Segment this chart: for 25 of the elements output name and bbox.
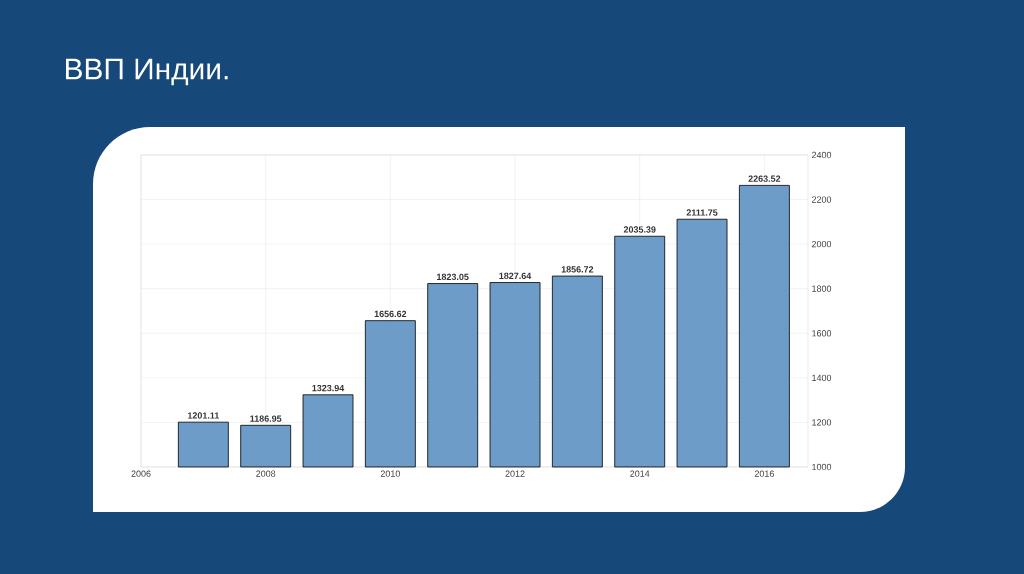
x-tick-label: 2006 xyxy=(131,470,151,477)
data-label: 1201.11 xyxy=(187,412,220,419)
y-tick-label: 2000 xyxy=(811,240,832,248)
x-tick-label: 2016 xyxy=(754,470,774,477)
data-label: 2263.52 xyxy=(748,175,781,182)
x-tick-label: 2010 xyxy=(380,470,400,477)
y-tick-label: 1200 xyxy=(812,419,832,426)
y-tick-label: 2400 xyxy=(811,151,832,159)
y-tick-label: 1600 xyxy=(812,330,832,337)
data-label: 1186.95 xyxy=(250,415,282,422)
chart-title: ВВП Индии. xyxy=(65,58,228,86)
data-label: 2035.39 xyxy=(623,226,656,233)
data-label: 2111.75 xyxy=(686,209,718,216)
y-tick-label: 2200 xyxy=(811,196,832,203)
x-tick-label: 2014 xyxy=(630,470,650,477)
x-tick-label: 2008 xyxy=(256,470,276,477)
y-tick-label: 1800 xyxy=(812,285,832,292)
y-tick-label: 1400 xyxy=(812,374,832,382)
data-label: 1323.94 xyxy=(312,384,345,392)
data-label: 1827.64 xyxy=(499,272,532,280)
data-label: 1656.62 xyxy=(374,310,407,318)
data-label: 1823.05 xyxy=(437,273,469,281)
x-tick-label: 2012 xyxy=(505,470,525,477)
y-tick-label: 1000 xyxy=(812,463,832,471)
data-label: 1856.72 xyxy=(561,266,594,273)
